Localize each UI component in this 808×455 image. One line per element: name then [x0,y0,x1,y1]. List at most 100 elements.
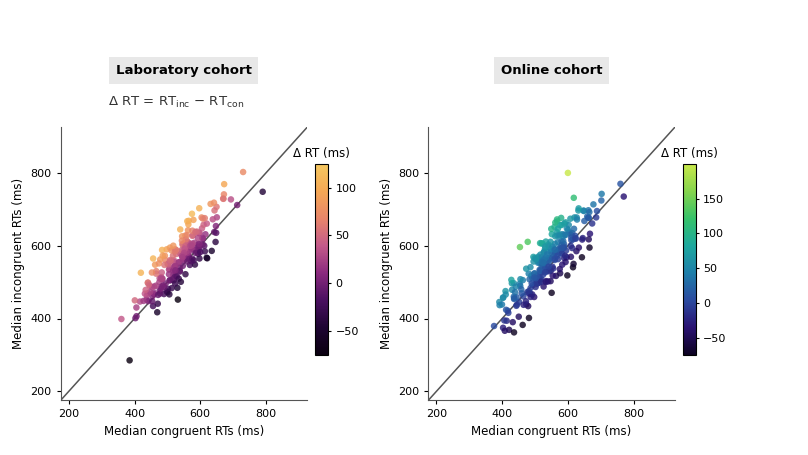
Point [183,254,196,262]
Point [531,272,544,279]
Point [144,288,157,296]
Point [186,255,199,262]
Point [155,283,168,290]
Point [515,286,528,293]
Point [514,276,527,283]
Point [521,238,534,246]
Point [199,231,212,238]
Point [183,248,196,256]
Point [176,262,189,269]
Point [552,256,565,263]
Point [570,214,583,221]
Point [549,219,562,226]
Point [134,269,147,276]
Point [548,257,561,264]
Point [183,253,196,261]
Point [545,225,558,233]
Point [155,273,168,281]
Point [154,275,166,282]
Point [568,214,581,221]
Point [537,283,550,290]
Point [146,303,159,310]
Point [562,169,574,177]
Point [164,257,177,264]
Point [578,217,591,225]
Point [139,286,152,293]
Title: Δ RT (ms): Δ RT (ms) [293,147,350,160]
Point [169,246,182,253]
Point [175,237,188,244]
Point [565,237,578,244]
X-axis label: Median congruent RTs (ms): Median congruent RTs (ms) [471,425,632,438]
Point [210,203,223,211]
Point [149,282,162,289]
Point [148,291,161,298]
Point [209,238,222,246]
Point [172,248,185,255]
Point [168,263,181,270]
Point [531,279,544,287]
Point [555,238,568,245]
Point [567,194,580,202]
Point [189,229,202,236]
Point [179,232,191,239]
Point [537,259,549,266]
Point [185,242,198,249]
Point [169,267,182,274]
Point [169,280,182,287]
Point [169,263,182,270]
Point [576,234,589,242]
Point [210,214,223,221]
Y-axis label: Median incongruent RTs (ms): Median incongruent RTs (ms) [380,178,393,349]
Point [144,283,157,290]
Point [217,195,230,202]
Point [537,261,550,268]
Point [162,266,175,273]
Point [555,249,568,257]
Point [561,272,574,279]
Text: $\Delta$ RT = RT$_\mathregular{inc}$ $-$ RT$_\mathregular{con}$: $\Delta$ RT = RT$_\mathregular{inc}$ $-$… [107,95,244,110]
Point [503,326,516,334]
Point [138,290,151,297]
Point [540,268,553,275]
Point [161,288,174,296]
Point [567,225,580,233]
Point [187,216,200,223]
Point [590,214,603,221]
Point [175,252,188,259]
Point [536,258,549,265]
Point [555,222,568,229]
Point [528,274,541,281]
Point [542,263,555,270]
Point [198,242,211,249]
Point [141,289,154,297]
Point [534,266,547,273]
Point [191,228,204,235]
Point [536,240,549,247]
Point [526,291,539,298]
Point [550,248,563,255]
Point [564,215,577,222]
Point [542,243,555,250]
Point [163,244,176,251]
Point [169,262,182,269]
Point [174,268,187,275]
Point [572,207,585,214]
Point [544,278,557,285]
Point [499,327,511,334]
Point [556,261,569,268]
Point [188,261,201,268]
Point [181,217,194,225]
Point [541,266,553,273]
Point [535,278,548,285]
Point [194,248,207,256]
Point [539,278,552,286]
Point [541,278,554,285]
Point [565,234,578,241]
Point [555,242,568,249]
Point [159,280,172,287]
Point [553,265,566,273]
Point [192,240,205,248]
Point [545,289,558,297]
Point [556,250,569,257]
